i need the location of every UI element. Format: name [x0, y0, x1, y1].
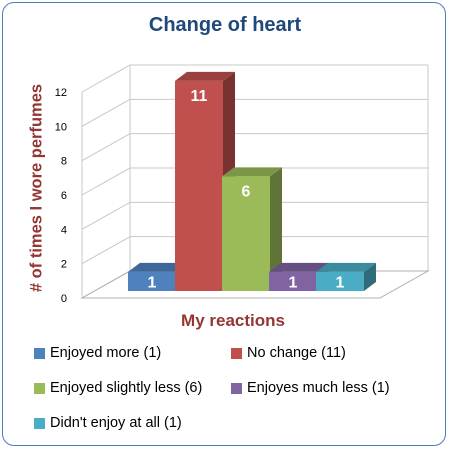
- y-tick-label: 0: [61, 293, 67, 305]
- gridline-side: [81, 236, 131, 265]
- legend-label: Enjoyed slightly less (6): [50, 380, 203, 396]
- bar-top-face: [128, 262, 188, 272]
- data-label: 6: [242, 183, 251, 200]
- bar-top-face: [316, 262, 376, 272]
- y-tick-label: 2: [61, 259, 67, 271]
- legend-swatch: [34, 347, 45, 359]
- y-tick-label: 4: [61, 224, 67, 236]
- legend-item-no-change: No change (11): [231, 345, 346, 361]
- legend-label: No change (11): [247, 345, 346, 361]
- legend-label: Enjoyed more (1): [50, 345, 162, 361]
- legend-swatch: [34, 382, 45, 394]
- y-tick-label: 12: [55, 87, 67, 99]
- y-tick-label: 8: [61, 156, 67, 168]
- bar-side-face: [364, 262, 376, 291]
- bar-front-face: [175, 80, 223, 292]
- data-label: 1: [289, 274, 298, 291]
- bar-front-face: [128, 271, 176, 291]
- y-tick-label: 10: [55, 121, 67, 133]
- legend-item-enjoyed-slightly-less: Enjoyed slightly less (6): [34, 380, 202, 396]
- legend-label: Enjoyes much less (1): [247, 380, 390, 396]
- y-tick-label: 6: [61, 190, 67, 202]
- gridline-side: [81, 201, 131, 230]
- legend-swatch: [231, 347, 242, 359]
- bar-front-face: [316, 271, 364, 291]
- gridline-side: [81, 98, 131, 127]
- bar-top-face: [222, 167, 282, 177]
- gridline-side: [81, 133, 131, 162]
- gridline-side: [81, 167, 131, 196]
- bar-front-face: [269, 271, 317, 291]
- data-label: 1: [148, 274, 157, 291]
- legend-item-enjoyed-more: Enjoyed more (1): [34, 345, 161, 361]
- legend-item-didnt-enjoy-at-all: Didn't enjoy at all (1): [34, 415, 182, 431]
- bar-4: 1: [316, 262, 376, 291]
- legend-swatch: [231, 382, 242, 394]
- bar-top-face: [175, 71, 235, 81]
- data-label: 11: [191, 88, 208, 105]
- x-axis-label: My reactions: [181, 311, 285, 330]
- bar-front-face: [222, 176, 270, 291]
- chart-floor: [80, 270, 430, 299]
- gridline-side: [81, 64, 131, 93]
- legend-label: Didn't enjoy at all (1): [50, 415, 182, 431]
- data-label: 1: [336, 274, 345, 291]
- chart-title: Change of heart: [148, 14, 302, 36]
- legend-swatch: [34, 417, 45, 429]
- bar-side-face: [270, 167, 282, 291]
- bar-2: 6: [222, 167, 282, 291]
- bar-top-face: [269, 262, 329, 272]
- legend-item-enjoyes-much-less: Enjoyes much less (1): [231, 380, 390, 396]
